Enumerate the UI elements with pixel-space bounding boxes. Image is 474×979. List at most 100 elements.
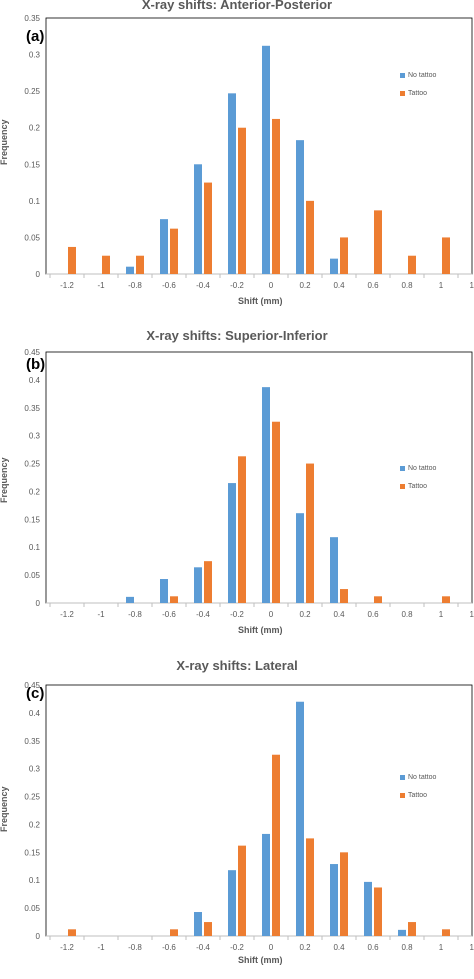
legend-item-no-tattoo: No tattoo [400,768,436,786]
x-tick-label: 0.8 [401,610,413,619]
bar-tattoo [170,596,178,603]
bar-no-tattoo [160,579,168,603]
plot-frame [45,17,473,275]
chart-legend: No tattoo Tattoo [400,459,436,495]
y-tick-label: 0.05 [24,233,40,242]
y-tick-label: 0.15 [24,515,40,524]
y-tick-label: 0.1 [29,543,41,552]
y-tick-label: 0 [36,599,41,608]
bar-no-tattoo [262,387,270,603]
legend-swatch [400,465,405,471]
plot-frame [45,684,473,937]
y-tick-label: 0.2 [29,487,41,496]
legend-label: No tattoo [408,773,437,781]
bar-tattoo [340,589,348,603]
bar-tattoo [408,255,416,274]
legend-item-tattoo: Tattoo [400,786,436,804]
bar-tattoo [272,118,280,275]
x-tick-label: 1.2 [469,943,474,952]
y-tick-label: 0.15 [24,160,40,169]
bar-tattoo [102,255,110,274]
y-tick-label: 0 [36,270,41,279]
bar-tattoo [442,596,450,603]
x-tick-label: -0.4 [196,610,210,619]
y-axis-label: Frequency [0,457,9,503]
x-tick-label: -0.8 [128,610,142,619]
chart-panel-b: X-ray shifts: Superior-Inferior 0 0.05 0.1… [0,328,474,650]
bar-tattoo [204,922,212,936]
x-tick-label: -0.4 [196,943,210,952]
panel-label: (b) [26,356,46,373]
x-tick-label: 1.2 [469,281,474,290]
bar-no-tattoo [296,140,304,274]
x-tick-label: 0 [269,610,274,619]
bar-tattoo [442,929,450,936]
bar-tattoo [238,845,246,936]
y-tick-label: 0.4 [29,376,41,385]
y-tick-label: 0.2 [29,820,41,829]
bar-no-tattoo [330,537,338,603]
bar-no-tattoo [194,164,202,274]
chart-plot: 0 0.05 0.1 0.15 0.2 0.25 0.3 0.35 0.4 0.45 -1.2 -1 -… [24,348,474,619]
y-tick-label: 0.3 [29,432,41,441]
x-tick-label: 0.4 [333,610,345,619]
bar-tattoo [374,887,382,936]
x-tick-label: -1 [97,943,105,952]
legend-label: Tattoo [408,791,428,799]
bar-tattoo [442,237,450,274]
panel-label: (a) [26,28,45,45]
x-tick-label: 1 [439,943,444,952]
bar-tattoo [374,596,382,603]
x-tick-label: -0.8 [128,943,142,952]
y-axis-label: Frequency [0,786,9,832]
legend-label: No tattoo [408,71,437,79]
x-tick-label: -0.6 [162,943,176,952]
bar-no-tattoo [160,219,168,274]
x-tick-label: 0 [269,943,274,952]
bar-tattoo [68,929,76,936]
legend-label: Tattoo [408,89,428,97]
chart-panel-a: X-ray shifts: Anterior-Posterior 0 0.05 0.… [0,0,474,322]
chart-plot: 0 0.05 0.1 0.15 0.2 0.25 0.3 0.35 0.4 0.45 -1.2 -1 -… [24,681,474,952]
y-tick-label: 0.3 [29,51,41,60]
bar-tattoo [306,463,314,603]
bar-no-tattoo [228,870,236,936]
x-tick-label: -1.2 [60,610,74,619]
x-tick-label: -0.6 [162,281,176,290]
bar-no-tattoo [330,258,338,274]
x-tick-label: 0.6 [367,943,379,952]
y-tick-label: 0.3 [29,765,41,774]
panel-label: (c) [26,685,45,702]
x-tick-label: -1.2 [60,943,74,952]
bar-no-tattoo [262,833,270,936]
bar-no-tattoo [126,266,134,274]
y-tick-label: 0.25 [24,793,40,802]
y-tick-label: 0.05 [24,571,40,580]
legend-item-no-tattoo: No tattoo [400,66,436,84]
bar-no-tattoo [330,864,338,936]
legend-swatch [400,483,405,489]
bar-tattoo [272,754,280,936]
x-tick-label: 0.8 [401,943,413,952]
x-tick-label: 0.8 [401,281,413,290]
x-tick-label: -0.2 [230,281,244,290]
y-tick-label: 0.25 [24,87,40,96]
y-tick-label: 0.15 [24,848,40,857]
y-tick-label: 0.1 [29,197,41,206]
bar-tattoo [340,237,348,274]
bar-tattoo [136,255,144,274]
legend-label: Tattoo [408,482,428,490]
bar-no-tattoo [398,929,406,936]
bar-no-tattoo [296,513,304,603]
bar-no-tattoo [262,45,270,275]
bar-tattoo [204,561,212,603]
bar-tattoo [238,127,246,274]
bar-tattoo [306,838,314,936]
y-tick-label: 0.35 [24,404,40,413]
x-tick-label: -0.2 [230,610,244,619]
y-axis-label: Frequency [0,119,9,165]
legend-swatch [400,774,405,780]
x-tick-label: 1.2 [469,610,474,619]
bar-tattoo [170,929,178,936]
y-tick-label: 0.35 [24,737,40,746]
